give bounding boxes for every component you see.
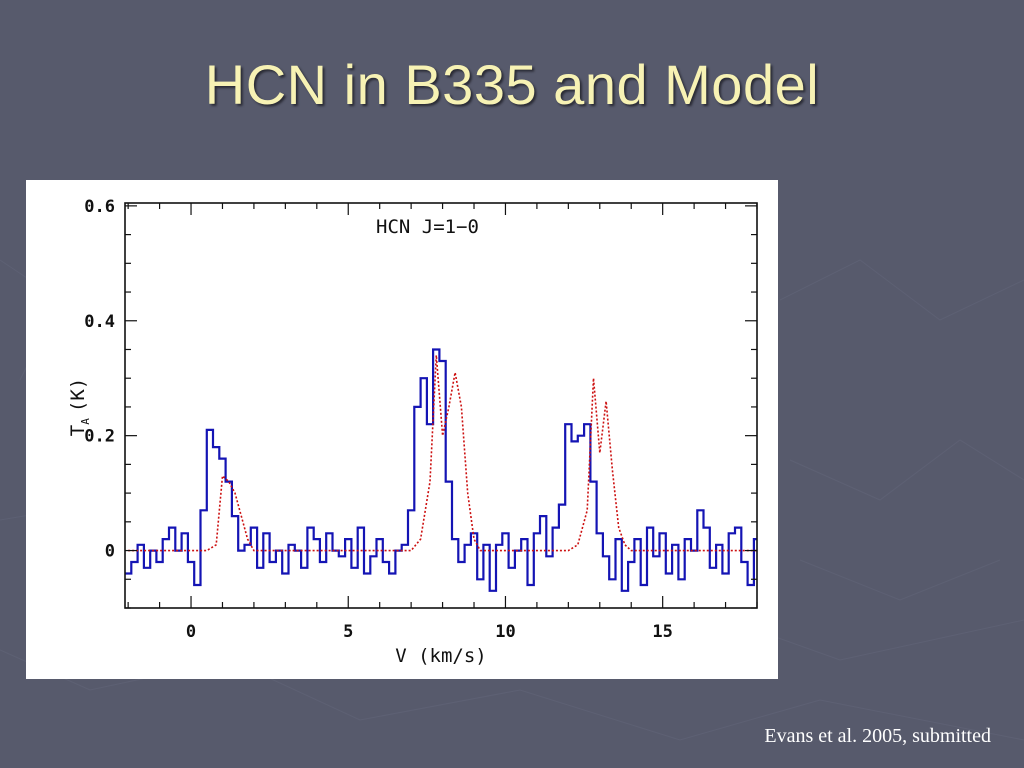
y-axis-label-main: T	[67, 425, 89, 436]
x-tick-label: 10	[495, 622, 515, 642]
spectrum-chart: 0 5 10 15 0 0.2 0.4 0.6 HCN J=1−0 V (km/s) TA (K…	[67, 197, 758, 667]
y-tick-label: 0.6	[84, 197, 115, 217]
y-tick-label: 0	[105, 542, 115, 562]
model-spectrum-line	[128, 355, 757, 552]
x-tick-label: 0	[186, 622, 196, 642]
svg-text:TA(K): TA (K)	[67, 378, 92, 436]
citation: Evans et al. 2005, submitted	[764, 725, 991, 747]
observed-spectrum-line	[125, 348, 757, 592]
figure-panel: 0 5 10 15 0 0.2 0.4 0.6 HCN J=1−0 V (km/s) TA (K…	[26, 180, 778, 679]
y-tick-label: 0.4	[84, 312, 115, 332]
x-tick-label: 5	[343, 622, 353, 642]
y-axis-label: TA (K)	[67, 378, 92, 436]
chart-annotation: HCN J=1−0	[376, 216, 479, 238]
plot-frame	[124, 202, 758, 609]
y-tick-label: 0.2	[84, 427, 115, 447]
x-tick-label: 15	[652, 622, 672, 642]
slide-title: HCN in B335 and Model	[204, 53, 820, 116]
y-axis-label-sub: A	[79, 418, 92, 425]
y-axis-label-unit: (K)	[67, 378, 89, 412]
x-axis-label: V (km/s)	[395, 645, 487, 667]
